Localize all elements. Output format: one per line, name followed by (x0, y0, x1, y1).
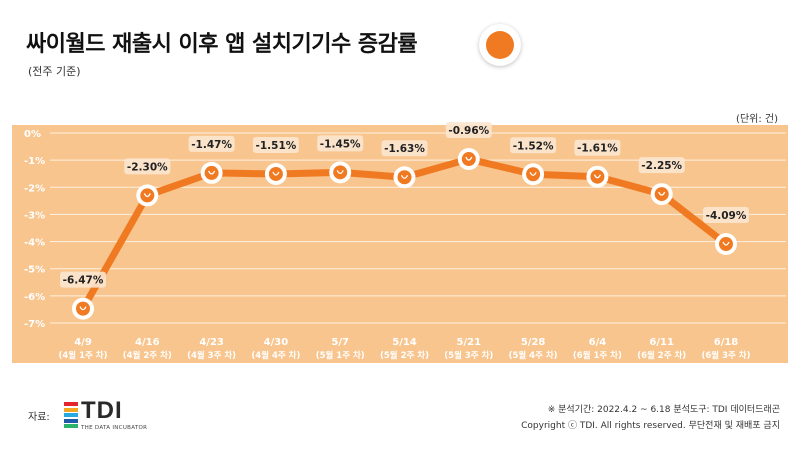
data-label: -2.30% (127, 161, 168, 173)
footnote-line-2: Copyright ⓒ TDI. All rights reserved. 무단… (521, 421, 780, 431)
y-tick-label: 0% (24, 129, 41, 140)
tdi-bar-3 (64, 418, 78, 423)
data-point-icon (654, 187, 669, 202)
data-point-icon (333, 165, 348, 180)
data-label-box (188, 135, 235, 152)
data-label: -1.63% (384, 143, 425, 155)
x-tick-label: 5/21 (457, 337, 482, 348)
x-tick-label: 5/28 (521, 337, 546, 348)
data-label-box (510, 137, 557, 154)
tdi-bars-icon (64, 402, 78, 430)
data-point-icon (204, 165, 219, 180)
smile-icon (658, 191, 666, 196)
source-label: 자료: (28, 412, 50, 423)
x-tick-sublabel: (4월 2주 차) (123, 350, 172, 361)
x-tick-label: 5/14 (392, 337, 417, 348)
smile-icon (529, 171, 537, 176)
y-tick-label: -7% (24, 319, 45, 330)
x-tick-label: 5/7 (331, 337, 349, 348)
tdi-bar-1 (64, 407, 78, 412)
cyworld-logo-icon (479, 24, 521, 66)
x-tick-label: 6/11 (649, 337, 674, 348)
data-label-box (317, 135, 364, 152)
tdi-bar-4 (64, 424, 78, 428)
y-tick-label: -3% (24, 210, 45, 221)
data-point-icon (590, 169, 605, 184)
tdi-bar-0 (64, 402, 78, 406)
data-point-icon (526, 167, 541, 182)
data-point-icon (397, 170, 412, 185)
page-title: 싸이월드 재출시 이후 앱 설치기기수 증감률 (26, 32, 418, 57)
tdi-logo-text: TDI (81, 397, 123, 424)
y-tick-label: -2% (24, 183, 45, 194)
tdi-logo-subtext: THE DATA INCUBATOR (81, 425, 148, 431)
x-tick-sublabel: (5월 3주 차) (444, 350, 493, 361)
data-label-box (124, 158, 171, 175)
data-label-box (638, 157, 685, 174)
smile-icon (79, 306, 87, 311)
data-label: -1.51% (256, 140, 297, 152)
data-label: -1.47% (191, 139, 232, 151)
data-label: -6.47% (63, 275, 104, 287)
data-label: -0.96% (448, 125, 489, 137)
footnote: ※ 분석기간: 2022.4.2 ~ 6.18 분석도구: TDI 데이터드래곤… (521, 402, 780, 434)
data-label-box (252, 136, 299, 153)
smile-icon (465, 156, 473, 161)
data-label: -4.09% (706, 210, 747, 222)
x-tick-label: 6/4 (589, 337, 607, 348)
smile-icon (722, 241, 730, 246)
footnote-line-1: ※ 분석기간: 2022.4.2 ~ 6.18 분석도구: TDI 데이터드래곤 (547, 405, 780, 415)
data-label-box (703, 207, 749, 224)
tdi-bar-2 (64, 413, 78, 417)
y-tick-label: -1% (24, 156, 45, 167)
data-point-icon (461, 152, 476, 167)
smile-icon (143, 193, 151, 198)
y-tick-label: -4% (24, 238, 45, 249)
data-point-icon (76, 301, 90, 316)
data-label: -1.61% (577, 143, 618, 155)
data-point-icon (140, 188, 155, 203)
x-tick-label: 4/16 (135, 337, 160, 348)
x-tick-sublabel: (6월 2주 차) (637, 350, 686, 361)
data-label-box (381, 140, 428, 157)
x-tick-sublabel: (4월 3주 차) (187, 350, 236, 361)
x-tick-sublabel: (4월 4주 차) (251, 350, 300, 361)
x-tick-label: 4/23 (199, 337, 224, 348)
data-label-box (574, 139, 621, 156)
x-tick-sublabel: (5월 1주 차) (316, 350, 365, 361)
y-tick-label: -5% (24, 265, 45, 276)
x-tick-label: 4/9 (74, 337, 92, 348)
x-tick-sublabel: (5월 4주 차) (509, 350, 558, 361)
smile-icon (400, 174, 409, 179)
x-tick-label: 6/18 (714, 337, 739, 348)
x-tick-label: 4/30 (264, 337, 289, 348)
smile-icon (593, 174, 601, 179)
smile-icon (336, 170, 344, 174)
x-tick-sublabel: (6월 1주 차) (573, 350, 622, 361)
unit-label: (단위: 건) (736, 114, 778, 125)
data-point-icon (268, 166, 283, 181)
smile-icon (272, 171, 280, 176)
x-tick-sublabel: (4월 1주 차) (59, 350, 108, 361)
page-subtitle: (전주 기준) (28, 65, 81, 78)
data-label: -1.52% (513, 140, 554, 152)
data-label-box (445, 122, 492, 139)
x-tick-sublabel: (6월 3주 차) (702, 350, 751, 361)
y-tick-label: -6% (24, 292, 45, 303)
data-label: -1.45% (320, 138, 361, 150)
data-point-icon (719, 237, 733, 252)
data-label: -2.25% (641, 160, 682, 172)
x-tick-sublabel: (5월 2주 차) (380, 350, 429, 361)
data-label-box (60, 271, 106, 288)
smile-icon (208, 170, 216, 175)
tdi-logo: TDI THE DATA INCUBATOR (64, 397, 154, 434)
